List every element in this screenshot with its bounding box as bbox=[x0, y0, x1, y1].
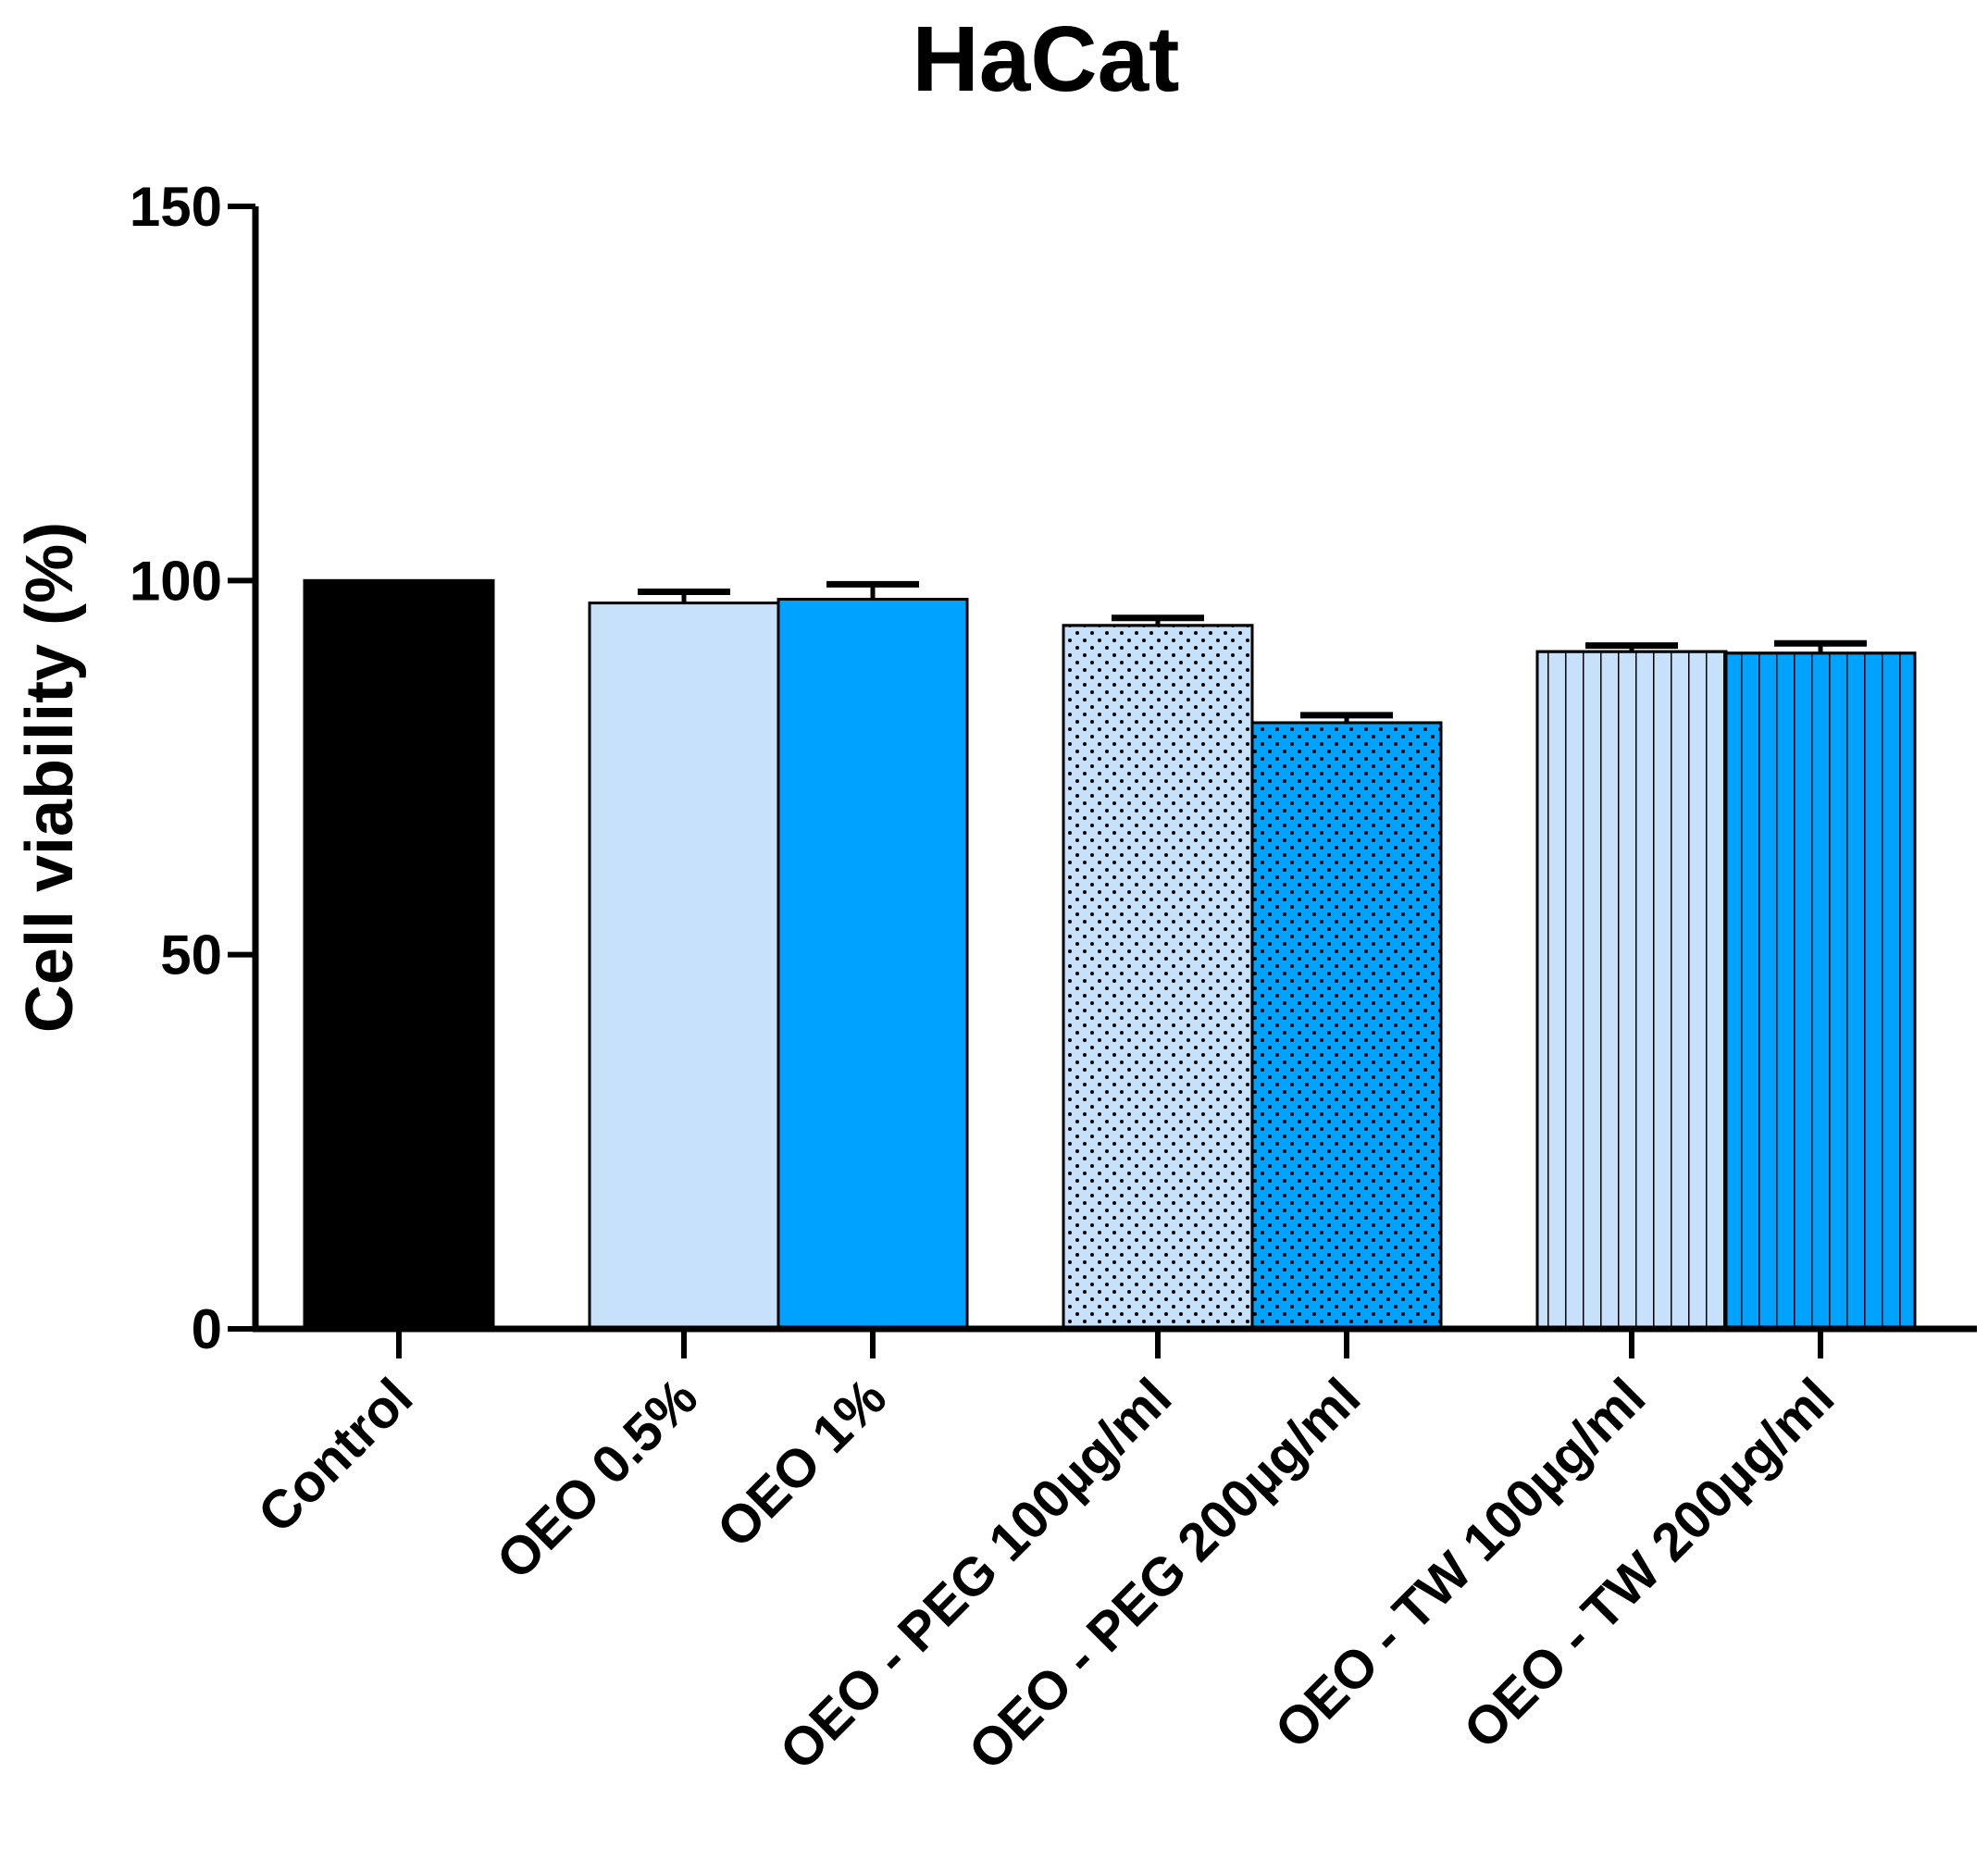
y-tick-label-150: 150 bbox=[130, 176, 222, 238]
bar-pattern-4 bbox=[1062, 624, 1254, 1331]
x-tick-label-3: OEO 1% bbox=[705, 1367, 898, 1559]
y-tick-label-50: 50 bbox=[160, 924, 222, 986]
x-tick-label-7: OEO - TW 200µg/ml bbox=[1452, 1367, 1845, 1760]
x-tick-label-1: Control bbox=[246, 1367, 424, 1544]
bar-2 bbox=[588, 602, 780, 1331]
bar-group-2 bbox=[588, 588, 780, 1331]
bar-1 bbox=[303, 578, 495, 1331]
axes-layer bbox=[228, 204, 1977, 1358]
x-tick-label-2: OEO 0.5% bbox=[485, 1367, 709, 1591]
chart-title: HaCat bbox=[913, 7, 1180, 111]
bar-group-5 bbox=[1250, 712, 1443, 1331]
bar-group-1 bbox=[303, 578, 495, 1331]
bars-layer bbox=[303, 578, 1917, 1331]
bar-pattern-6 bbox=[1535, 650, 1728, 1331]
bar-pattern-7 bbox=[1724, 651, 1917, 1331]
y-axis-label: Cell viability (%) bbox=[13, 522, 87, 1033]
bar-pattern-5 bbox=[1250, 721, 1443, 1331]
y-tick-label-100: 100 bbox=[130, 550, 222, 612]
bar-group-7 bbox=[1724, 639, 1917, 1331]
bar-3 bbox=[777, 598, 969, 1331]
y-tick-label-0: 0 bbox=[192, 1298, 222, 1360]
bar-group-4 bbox=[1062, 614, 1254, 1331]
bar-group-3 bbox=[777, 580, 969, 1331]
bar-group-6 bbox=[1535, 642, 1728, 1331]
